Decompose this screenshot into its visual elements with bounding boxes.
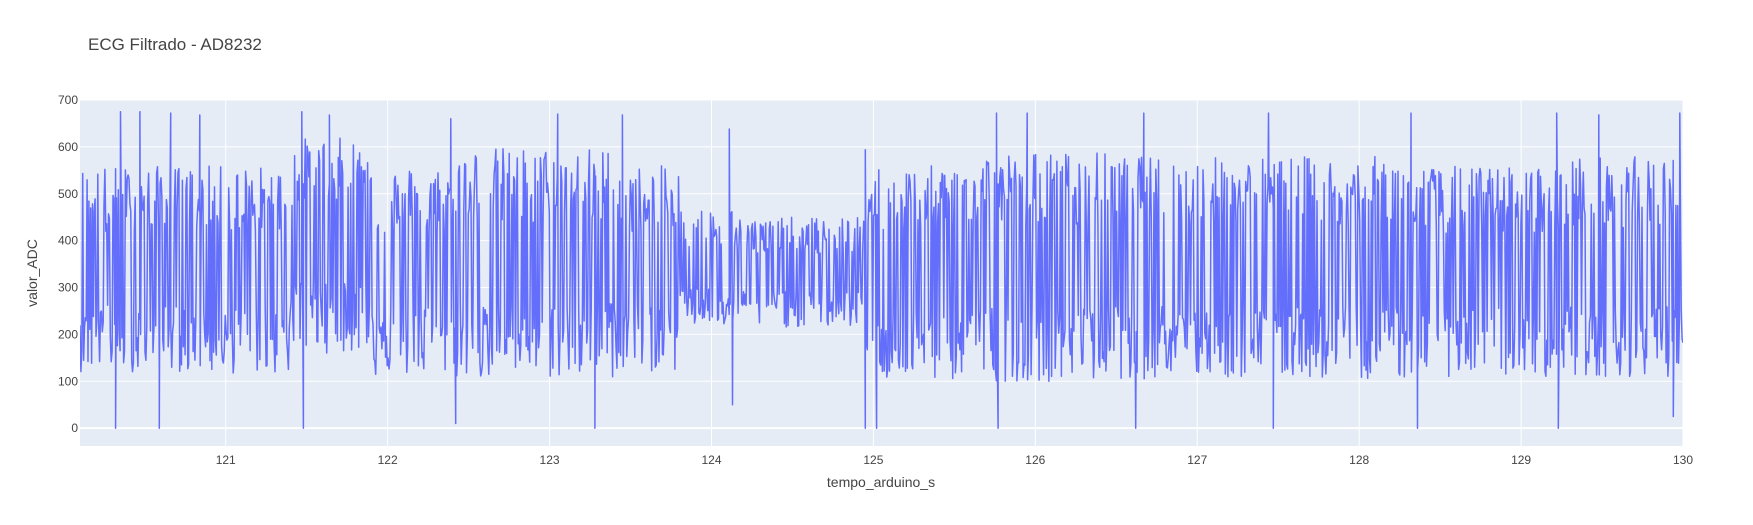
- x-tick-label: 126: [1025, 453, 1045, 467]
- x-tick-label: 124: [701, 453, 721, 467]
- x-tick-label: 129: [1511, 453, 1531, 467]
- x-tick-label: 123: [540, 453, 560, 467]
- x-axis-ticks: 121 122 123 124 125 126 127 128 129 130: [216, 453, 1694, 467]
- x-tick-label: 121: [216, 453, 236, 467]
- x-axis-title: tempo_arduino_s: [827, 474, 935, 490]
- x-tick-label: 130: [1673, 453, 1693, 467]
- y-tick-label: 100: [58, 374, 78, 388]
- x-tick-label: 122: [378, 453, 398, 467]
- x-tick-label: 125: [863, 453, 883, 467]
- y-axis-title: valor_ADC: [24, 239, 40, 307]
- y-tick-label: 200: [58, 327, 78, 341]
- y-tick-label: 700: [58, 93, 78, 107]
- chart-title: ECG Filtrado - AD8232: [88, 35, 262, 54]
- y-tick-label: 600: [58, 140, 78, 154]
- y-tick-label: 0: [71, 421, 78, 435]
- series-line-ecg: [80, 110, 1683, 429]
- x-tick-label: 128: [1349, 453, 1369, 467]
- plot-area: [80, 110, 1683, 429]
- y-tick-label: 500: [58, 187, 78, 201]
- y-axis-ticks: 0 100 200 300 400 500 600 700: [58, 93, 78, 435]
- y-tick-label: 400: [58, 234, 78, 248]
- y-tick-label: 300: [58, 281, 78, 295]
- x-tick-label: 127: [1187, 453, 1207, 467]
